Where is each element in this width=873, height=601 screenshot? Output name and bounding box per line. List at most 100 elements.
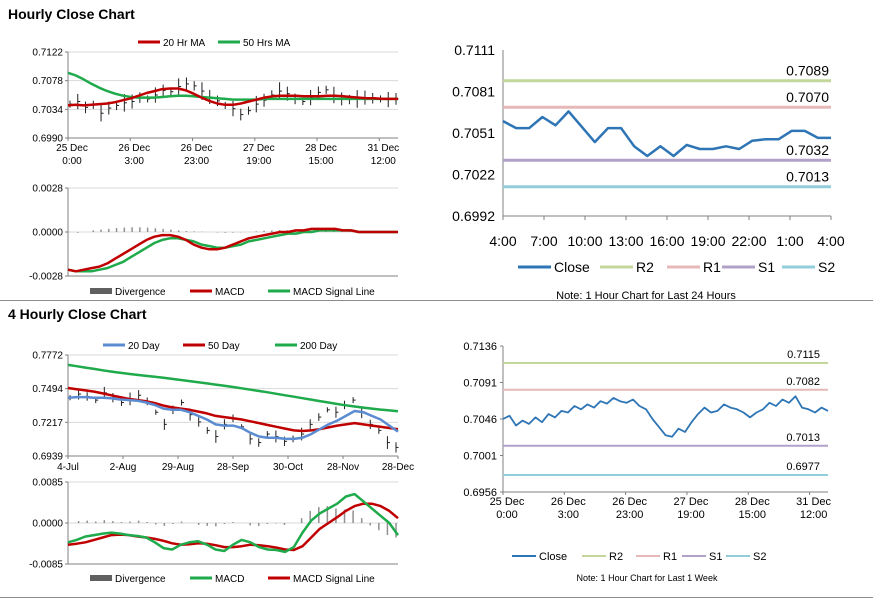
- hourly-price-50ma-line: [67, 71, 398, 101]
- hourly-1week-close-line: [502, 395, 829, 438]
- hourly-1week-x-tick-label: 31 Dec: [796, 496, 831, 508]
- four-hourly-macd-line: [67, 492, 400, 554]
- hourly-1week-x-tick-label: 27 Dec: [674, 496, 709, 508]
- legend-4h-signal-label: MACD Signal Line: [293, 574, 375, 585]
- hourly-price-y-tick-label: 0.6990: [32, 134, 63, 145]
- four-hourly-price-x-tick-label: 30-Oct: [273, 462, 303, 473]
- hourly-price-x-tick-sublabel: 0:00: [62, 156, 82, 167]
- hourly-macd-y-tick-label: 0.0028: [32, 184, 63, 195]
- hourly-24h-x-tick-label: 22:00: [731, 233, 766, 249]
- legend-1week-label: R2: [609, 551, 623, 563]
- hourly-price-x-tick-sublabel: 15:00: [309, 156, 334, 167]
- hourly-24h-x-tick-label: 16:00: [649, 233, 684, 249]
- hourly-section-title: Hourly Close Chart: [8, 6, 135, 22]
- hourly-1week-x-tick-sublabel: 12:00: [800, 509, 828, 521]
- four-hourly-price-y-tick-label: 0.6939: [32, 452, 63, 463]
- hourly-1week-x-tick-sublabel: 3:00: [558, 509, 579, 521]
- hourly-24h-y-tick-label: 0.7022: [452, 167, 495, 183]
- hourly-24h-y-tick-label: 0.7081: [452, 84, 495, 100]
- hourly-price-x-tick-sublabel: 12:00: [371, 156, 396, 167]
- hourly-1week-level-label-r2: 0.7115: [787, 349, 820, 361]
- hourly-macd-signal-line: [67, 229, 398, 273]
- hourly-price-x-tick-label: 25 Dec: [56, 143, 88, 154]
- four-hourly-macd-y-tick-label: 0.0085: [32, 478, 63, 489]
- four-hourly-price-x-tick-label: 2-Aug: [110, 462, 137, 473]
- legend-50-day-label: 50 Day: [208, 341, 240, 352]
- legend-1week-label: R1: [663, 551, 677, 563]
- legend-hourly-macd-label: MACD: [215, 287, 244, 298]
- hourly-24h-note: Note: 1 Hour Chart for Last 24 Hours: [556, 290, 736, 302]
- legend-200-day-label: 200 Day: [300, 341, 337, 352]
- hourly-24h-level-label-s1: 0.7032: [786, 142, 829, 158]
- four-hourly-macd-y-tick-label: -0.0085: [29, 560, 63, 571]
- four-hourly-price-x-tick-label: 28-Nov: [327, 462, 359, 473]
- hourly-price-x-tick-label: 26 Dec: [118, 143, 150, 154]
- hourly-price-y-tick-label: 0.7122: [32, 48, 63, 59]
- legend-24h-label: S1: [758, 259, 775, 275]
- hourly-1week-level-label-s1: 0.7013: [786, 432, 820, 444]
- four-hourly-price-y-tick-label: 0.7217: [32, 418, 63, 429]
- hourly-24h-level-label-r2: 0.7089: [786, 63, 829, 79]
- hourly-1week-y-tick-label: 0.7046: [463, 414, 497, 426]
- hourly-price-x-tick-label: 27 Dec: [243, 143, 275, 154]
- four-hourly-macd-signal-line: [67, 502, 399, 552]
- hourly-24h-x-tick-label: 4:00: [817, 233, 844, 249]
- hourly-1week-x-tick-label: 25 Dec: [490, 496, 525, 508]
- hourly-1week-x-tick-sublabel: 19:00: [677, 509, 705, 521]
- hourly-price-y-tick-label: 0.7034: [32, 105, 63, 116]
- hourly-1week-y-tick-label: 0.7001: [463, 451, 497, 463]
- hourly-price-x-tick-sublabel: 23:00: [184, 156, 209, 167]
- hourly-macd-line: [67, 227, 398, 273]
- hourly-1week-y-tick-label: 0.6956: [463, 487, 497, 499]
- hourly-24h-x-tick-label: 4:00: [489, 233, 516, 249]
- hourly-macd-y-tick-label: -0.0028: [29, 272, 63, 283]
- legend-1week-label: S1: [709, 551, 722, 563]
- section-divider: [0, 300, 873, 301]
- hourly-1week-x-tick-label: 28 Dec: [735, 496, 770, 508]
- four-hourly-price-x-tick-label: 28-Sep: [217, 462, 250, 473]
- four-hourly-macd-y-tick-label: 0.0000: [32, 519, 63, 530]
- hourly-24h-y-tick-label: 0.7111: [454, 42, 495, 58]
- bottom-divider: [0, 597, 873, 598]
- hourly-1week-y-tick-label: 0.7136: [463, 341, 497, 353]
- hourly-1week-x-tick-sublabel: 0:00: [496, 509, 517, 521]
- four-hourly-200day-line: [67, 363, 399, 413]
- legend-4h-divergence-swatch: [90, 575, 112, 581]
- legend-hourly-divergence-swatch: [90, 288, 112, 294]
- hourly-price-20ma-line: [67, 87, 398, 107]
- four-hourly-50day-line: [67, 386, 399, 433]
- hourly-24h-close-line: [502, 110, 831, 158]
- hourly-24h-level-label-s2: 0.7013: [786, 169, 829, 185]
- hourly-price-y-tick-label: 0.7078: [32, 76, 63, 87]
- four-hourly-price-x-tick-label: 4-Jul: [57, 462, 79, 473]
- legend-1week-label: Close: [539, 551, 567, 563]
- legend-hourly-divergence-label: Divergence: [115, 287, 166, 298]
- hourly-1week-note: Note: 1 Hour Chart for Last 1 Week: [577, 573, 718, 583]
- legend-20hr-ma-label: 20 Hr MA: [163, 38, 206, 49]
- hourly-1week-x-tick-sublabel: 23:00: [616, 509, 644, 521]
- hourly-1week-x-tick-sublabel: 15:00: [739, 509, 767, 521]
- hourly-24h-x-tick-label: 1:00: [776, 233, 803, 249]
- hourly-price-x-tick-label: 28 Dec: [305, 143, 337, 154]
- hourly-1week-x-tick-label: 26 Dec: [612, 496, 647, 508]
- legend-50hrs-ma-label: 50 Hrs MA: [243, 38, 291, 49]
- hourly-price-x-tick-label: 31 Dec: [367, 143, 399, 154]
- four-hourly-price-y-tick-label: 0.7772: [32, 351, 63, 362]
- hourly-price-x-tick-sublabel: 19:00: [246, 156, 271, 167]
- four-hourly-20day-line: [67, 395, 399, 441]
- legend-24h-label: R2: [636, 259, 654, 275]
- hourly-24h-x-tick-label: 7:00: [530, 233, 557, 249]
- legend-1week-label: S2: [753, 551, 766, 563]
- four-hourly-section-title: 4 Hourly Close Chart: [8, 306, 147, 322]
- legend-24h-label: S2: [818, 259, 835, 275]
- hourly-24h-y-tick-label: 0.7051: [452, 125, 495, 141]
- four-hourly-price-x-tick-label: 28-Dec: [382, 462, 414, 473]
- legend-4h-macd-label: MACD: [215, 574, 244, 585]
- hourly-macd-y-tick-label: 0.0000: [32, 228, 63, 239]
- hourly-1week-x-tick-label: 26 Dec: [551, 496, 586, 508]
- hourly-1week-level-label-s2: 0.6977: [786, 461, 820, 473]
- four-hourly-price-y-tick-label: 0.7494: [32, 384, 63, 395]
- legend-24h-label: R1: [703, 259, 721, 275]
- hourly-24h-y-tick-label: 0.6992: [452, 208, 495, 224]
